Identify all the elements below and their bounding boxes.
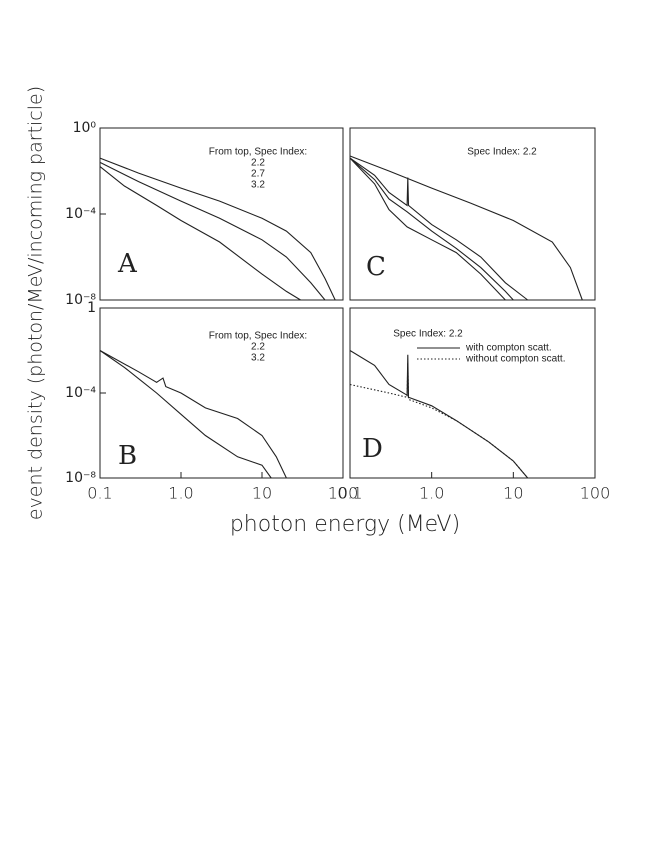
x-tick-label: 100 xyxy=(328,484,359,503)
x-tick-label: 0.1 xyxy=(87,484,112,503)
annotation: 2.7 xyxy=(251,169,265,180)
data-line xyxy=(99,161,326,301)
y-axis-label: event density (photon/MeV/incoming parti… xyxy=(25,86,47,520)
x-tick-label: 100 xyxy=(580,484,611,503)
y-tick-label: 1 xyxy=(87,300,96,316)
annotation: Spec Index: 2.2 xyxy=(393,329,463,340)
data-line xyxy=(349,157,514,301)
annotation: 2.2 xyxy=(251,158,265,169)
panel-label: B xyxy=(118,441,137,471)
y-tick-label: 10⁻⁴ xyxy=(65,206,96,222)
plot-frame xyxy=(349,127,596,301)
x-tick-label: 1.0 xyxy=(168,484,193,503)
x-tick-label: 10 xyxy=(503,484,523,503)
annotation: Spec Index: 2.2 xyxy=(467,147,537,158)
annotation: 2.2 xyxy=(251,342,265,353)
data-line xyxy=(349,155,583,301)
data-line xyxy=(349,157,506,301)
legend-label: without compton scatt. xyxy=(465,354,566,365)
annotation: 3.2 xyxy=(251,180,265,191)
data-line xyxy=(99,350,272,479)
x-tick-label: 1.0 xyxy=(419,484,444,503)
y-tick-label: 10⁻⁸ xyxy=(65,292,96,308)
legend-label: with compton scatt. xyxy=(465,343,552,354)
panel-label: C xyxy=(366,252,386,282)
x-tick-label: 10 xyxy=(252,484,272,503)
y-tick-label: 10⁻⁸ xyxy=(65,470,96,486)
y-tick-label: 10⁻⁴ xyxy=(65,385,96,401)
data-line xyxy=(99,166,301,301)
data-line xyxy=(349,157,529,301)
x-axis-label: photon energy (MeV) xyxy=(230,512,460,537)
plot-frame xyxy=(349,307,596,479)
x-tick-label: 0.1 xyxy=(337,484,362,503)
data-line xyxy=(99,157,336,301)
y-tick-label: 10⁰ xyxy=(73,120,97,136)
data-line xyxy=(349,363,529,479)
panel-label: A xyxy=(117,249,138,279)
annotation: From top, Spec Index: xyxy=(209,331,307,342)
panel-label: D xyxy=(362,434,383,464)
annotation: From top, Spec Index: xyxy=(209,147,307,158)
data-line xyxy=(99,350,287,479)
annotation: 3.2 xyxy=(251,353,265,364)
